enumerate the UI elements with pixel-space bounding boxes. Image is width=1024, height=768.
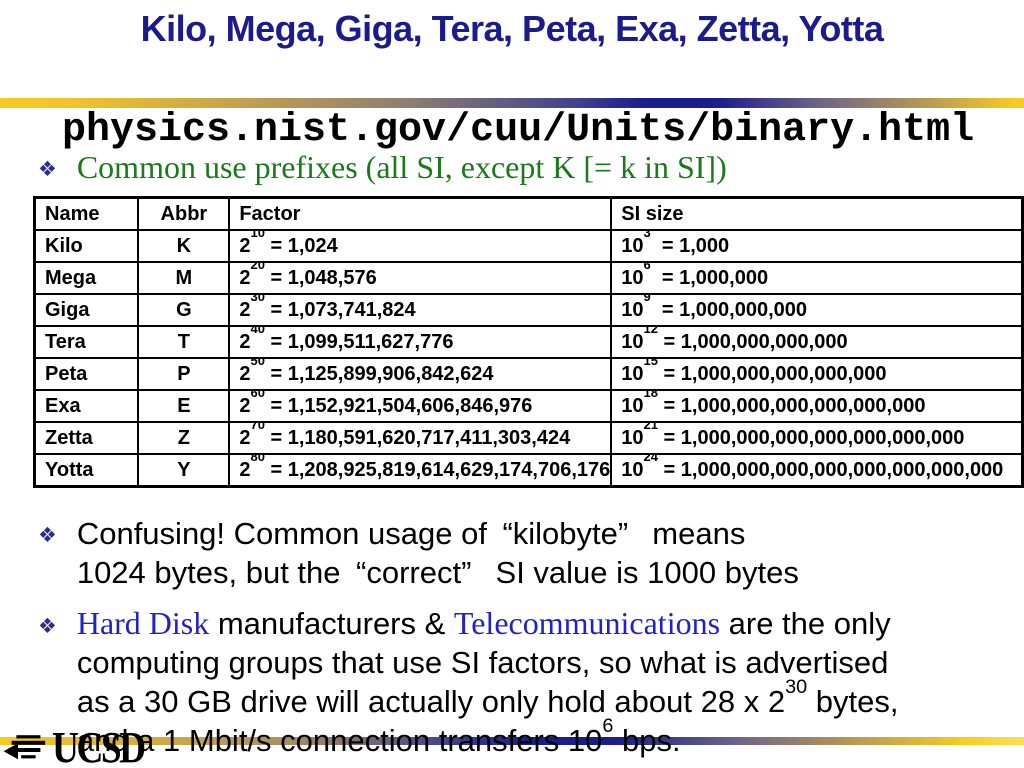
bottom-divider-bar xyxy=(0,737,1024,745)
cell-name: Tera xyxy=(33,325,140,359)
cell-name: Exa xyxy=(33,389,140,423)
bullet-confusing: ❖ Confusing! Common usage of “kilobyte” … xyxy=(38,514,799,592)
diamond-bullet-icon: ❖ xyxy=(38,157,57,181)
superscript-text: 30 xyxy=(785,676,808,699)
cell-factor: 230 = 1,073,741,824 xyxy=(228,293,613,327)
bullet-confusing-line2: 1024 bytes, but the “correct” SI value i… xyxy=(76,555,799,590)
bullet3-line: and a 1 Mbit/s connection transfers 106 … xyxy=(76,716,899,760)
table-row: Kilo K 210 = 1,024 103 = 1,000 xyxy=(33,229,1024,263)
prefix-table-body: Kilo K 210 = 1,024 103 = 1,000 Mega M 220 = 1,… xyxy=(33,229,1024,488)
cell-si-size: 103 = 1,000 xyxy=(610,229,1024,263)
cell-name: Zetta xyxy=(33,421,140,455)
header-name: Name xyxy=(33,196,140,231)
cell-si-size: 106 = 1,000,000 xyxy=(610,261,1024,295)
cell-factor: 250 = 1,125,899,906,842,624 xyxy=(228,357,613,391)
cell-si-size: 1021 = 1,000,000,000,000,000,000,000 xyxy=(610,421,1024,455)
text-segment: are the only xyxy=(720,606,891,641)
cell-factor: 210 = 1,024 xyxy=(228,229,613,263)
highlight-term: Telecommunications xyxy=(453,605,721,641)
header-abbr: Abbr xyxy=(137,196,231,231)
highlight-term: Hard Disk xyxy=(76,605,210,641)
cell-si-size: 1018 = 1,000,000,000,000,000,000 xyxy=(610,389,1024,423)
table-row: Tera T 240 = 1,099,511,627,776 1012 = 1,000… xyxy=(33,325,1024,359)
text-segment: as a 30 GB drive will actually only hold… xyxy=(76,684,786,719)
bullet-common-prefixes: ❖ Common use prefixes (all SI, except K … xyxy=(38,149,727,186)
cell-name: Giga xyxy=(33,293,140,327)
cell-abbr: E xyxy=(137,389,231,423)
cell-name: Kilo xyxy=(33,229,140,263)
text-segment: computing groups that use SI factors, so… xyxy=(76,645,889,680)
superscript-text: 6 xyxy=(602,715,614,738)
table-header-row: Name Abbr Factor SI size xyxy=(33,196,1024,231)
bullet-hard-disk: ❖ Hard Disk manufacturers & Telecommunic… xyxy=(38,604,898,760)
cell-abbr: T xyxy=(137,325,231,359)
prefix-table: Name Abbr Factor SI size Kilo K 210 = 1,02… xyxy=(33,196,1024,488)
cell-abbr: M xyxy=(137,261,231,295)
page-title: Kilo, Mega, Giga, Tera, Peta, Exa, Zetta… xyxy=(140,8,884,49)
cell-abbr: G xyxy=(137,293,231,327)
header-si-size: SI size xyxy=(610,196,1024,231)
cell-factor: 270 = 1,180,591,620,717,411,303,424 xyxy=(228,421,613,455)
cell-abbr: Z xyxy=(137,421,231,455)
bullet-confusing-line1: Confusing! Common usage of “kilobyte” me… xyxy=(76,516,746,551)
cell-si-size: 1012 = 1,000,000,000,000 xyxy=(610,325,1024,359)
cell-abbr: K xyxy=(137,229,231,263)
ucsd-logo: UCSD xyxy=(2,723,160,768)
text-segment: bps. xyxy=(613,723,681,758)
table-row: Mega M 220 = 1,048,576 106 = 1,000,000 xyxy=(33,261,1024,295)
url-text: physics.nist.gov/cuu/Units/binary.html xyxy=(62,108,975,153)
trident-wave-icon xyxy=(3,735,46,760)
bullet-confusing-text: Confusing! Common usage of “kilobyte” me… xyxy=(77,514,799,592)
table-row: Giga G 230 = 1,073,741,824 109 = 1,000,000,… xyxy=(33,293,1024,327)
bullet3-lines: Hard Disk manufacturers & Telecommunicat… xyxy=(77,604,899,760)
diamond-bullet-icon: ❖ xyxy=(38,523,57,547)
bullet-common-prefixes-text: Common use prefixes (all SI, except K [=… xyxy=(76,149,727,185)
cell-si-size: 109 = 1,000,000,000 xyxy=(610,293,1024,327)
ucsd-logo-text: UCSD xyxy=(52,723,146,768)
cell-si-size: 1024 = 1,000,000,000,000,000,000,000,000 xyxy=(610,453,1024,488)
top-divider-bar xyxy=(0,98,1024,108)
cell-abbr: P xyxy=(137,357,231,391)
text-segment: manufacturers & xyxy=(209,606,454,641)
bullet3-line: as a 30 GB drive will actually only hold… xyxy=(76,677,899,721)
cell-name: Mega xyxy=(33,261,140,295)
header-factor: Factor xyxy=(228,196,613,231)
table-row: Zetta Z 270 = 1,180,591,620,717,411,303,42… xyxy=(33,421,1024,455)
cell-factor: 240 = 1,099,511,627,776 xyxy=(228,325,613,359)
table-row: Peta P 250 = 1,125,899,906,842,624 1015 = 1… xyxy=(33,357,1024,391)
cell-name: Yotta xyxy=(33,453,140,488)
table-row: Exa E 260 = 1,152,921,504,606,846,976 1018 … xyxy=(33,389,1024,423)
table-row: Yotta Y 280 = 1,208,925,819,614,629,174,70… xyxy=(33,453,1024,488)
cell-si-size: 1015 = 1,000,000,000,000,000 xyxy=(610,357,1024,391)
cell-factor: 280 = 1,208,925,819,614,629,174,706,176 xyxy=(228,453,613,488)
diamond-bullet-icon: ❖ xyxy=(38,614,57,638)
cell-name: Peta xyxy=(33,357,140,391)
cell-factor: 220 = 1,048,576 xyxy=(228,261,613,295)
cell-factor: 260 = 1,152,921,504,606,846,976 xyxy=(228,389,613,423)
text-segment: bytes, xyxy=(807,684,899,719)
text-segment: and a 1 Mbit/s connection transfers 10 xyxy=(76,723,603,758)
cell-abbr: Y xyxy=(137,453,231,488)
bullet3-line: Hard Disk manufacturers & Telecommunicat… xyxy=(77,604,899,643)
bullet3-line: computing groups that use SI factors, so… xyxy=(77,643,899,682)
